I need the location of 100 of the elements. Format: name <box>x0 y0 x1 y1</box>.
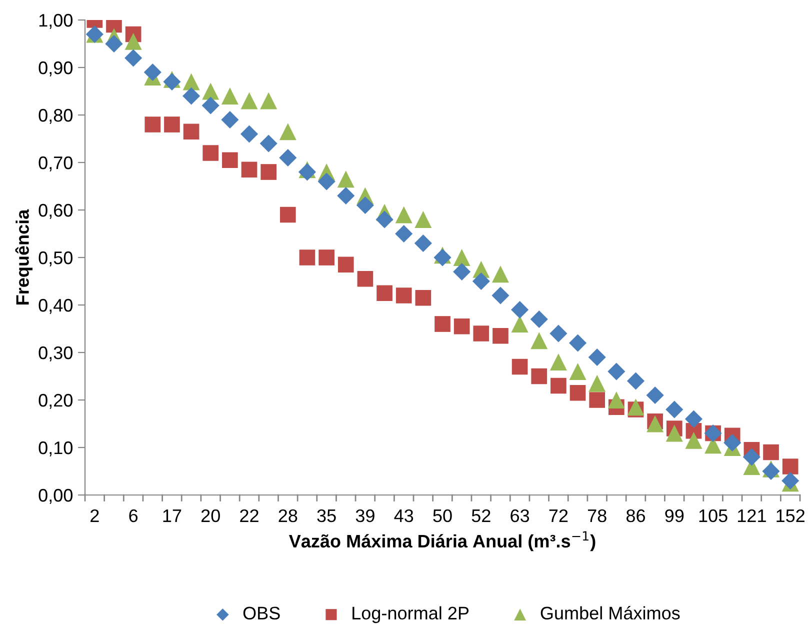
y-tick-label: 0,90 <box>38 61 72 76</box>
point <box>144 116 161 132</box>
point <box>105 34 123 53</box>
point <box>414 234 432 252</box>
x-tick-label: 22 <box>240 509 258 522</box>
point <box>202 82 220 100</box>
point <box>666 400 684 418</box>
point <box>357 270 374 287</box>
point <box>241 162 258 178</box>
x-tick-label: 17 <box>163 510 182 522</box>
x-tick-label: 152 <box>776 509 804 522</box>
point <box>356 196 374 214</box>
point <box>395 206 412 224</box>
point <box>550 378 566 394</box>
point <box>337 170 354 188</box>
x-tick-label: 6 <box>129 509 138 522</box>
point <box>318 250 334 266</box>
point <box>280 206 296 223</box>
point <box>512 358 528 375</box>
point <box>685 432 702 449</box>
x-tick-label: 99 <box>665 509 684 522</box>
point <box>337 186 355 205</box>
point <box>222 152 238 168</box>
x-tick-label: 43 <box>394 509 414 522</box>
point <box>163 72 181 91</box>
point <box>646 386 664 404</box>
x-tick-label: 28 <box>278 509 298 522</box>
point <box>472 272 490 290</box>
point <box>569 362 586 380</box>
point <box>453 248 470 266</box>
x-tick-label: 121 <box>738 509 766 522</box>
point <box>260 164 276 180</box>
point <box>588 374 606 392</box>
y-tick-label: 0,50 <box>38 251 72 266</box>
point <box>240 92 258 110</box>
point <box>588 348 606 366</box>
point <box>395 224 413 243</box>
legend-label: OBS <box>243 606 280 620</box>
x-tick-label: 52 <box>472 509 490 522</box>
point <box>338 256 354 273</box>
point <box>530 310 548 328</box>
point <box>183 124 200 140</box>
point <box>453 262 471 281</box>
point <box>318 172 336 190</box>
y-axis-title: Frequência <box>15 209 32 304</box>
x-axis-title: Vazão Máxima Diária Anual (m³.s$^{−1}$) <box>288 531 596 552</box>
point <box>182 87 200 105</box>
point <box>724 434 742 452</box>
y-tick-label: 0,00 <box>38 488 72 504</box>
point <box>221 87 238 105</box>
point <box>589 392 606 408</box>
y-tick-label: 0,70 <box>38 156 72 172</box>
x-tick-label: 72 <box>549 509 568 522</box>
point <box>684 410 702 428</box>
point <box>742 448 760 466</box>
point <box>144 63 162 82</box>
point <box>221 110 239 129</box>
point <box>279 148 297 167</box>
point <box>646 415 664 432</box>
y-tick-label: 0,60 <box>38 204 72 219</box>
point <box>164 116 180 132</box>
point <box>511 315 528 333</box>
point <box>202 96 220 114</box>
point <box>608 391 625 409</box>
point <box>568 334 587 352</box>
y-tick-label: 1,00 <box>39 14 72 29</box>
point <box>608 362 626 380</box>
y-tick-label: 0,20 <box>38 394 72 409</box>
x-tick-label: 35 <box>317 509 336 522</box>
point <box>240 125 258 143</box>
point <box>182 73 200 90</box>
y-tick-label: 0,30 <box>38 346 72 362</box>
point <box>454 318 470 334</box>
point <box>531 368 548 384</box>
point <box>396 288 412 304</box>
point <box>492 328 508 344</box>
point <box>376 285 392 302</box>
x-tick-label: 39 <box>356 509 374 522</box>
point <box>434 316 450 332</box>
point <box>124 32 142 50</box>
point <box>414 210 432 228</box>
x-tick-label: 105 <box>699 509 728 522</box>
y-tick-label: 0,40 <box>38 298 72 314</box>
x-tick-label: 50 <box>433 509 452 522</box>
y-tick-label: 0,80 <box>38 108 72 124</box>
point <box>260 92 278 110</box>
point <box>666 424 683 442</box>
point <box>260 134 278 152</box>
point <box>530 332 548 350</box>
point <box>570 384 586 401</box>
point <box>124 49 142 67</box>
x-tick-label: 2 <box>90 509 99 522</box>
point <box>415 290 432 306</box>
point <box>492 266 509 283</box>
legend-label: Gumbel Máximos <box>540 606 680 620</box>
point <box>550 324 568 342</box>
point <box>376 210 394 228</box>
point <box>626 372 645 390</box>
point <box>202 145 219 161</box>
x-tick-label: 63 <box>510 509 530 522</box>
